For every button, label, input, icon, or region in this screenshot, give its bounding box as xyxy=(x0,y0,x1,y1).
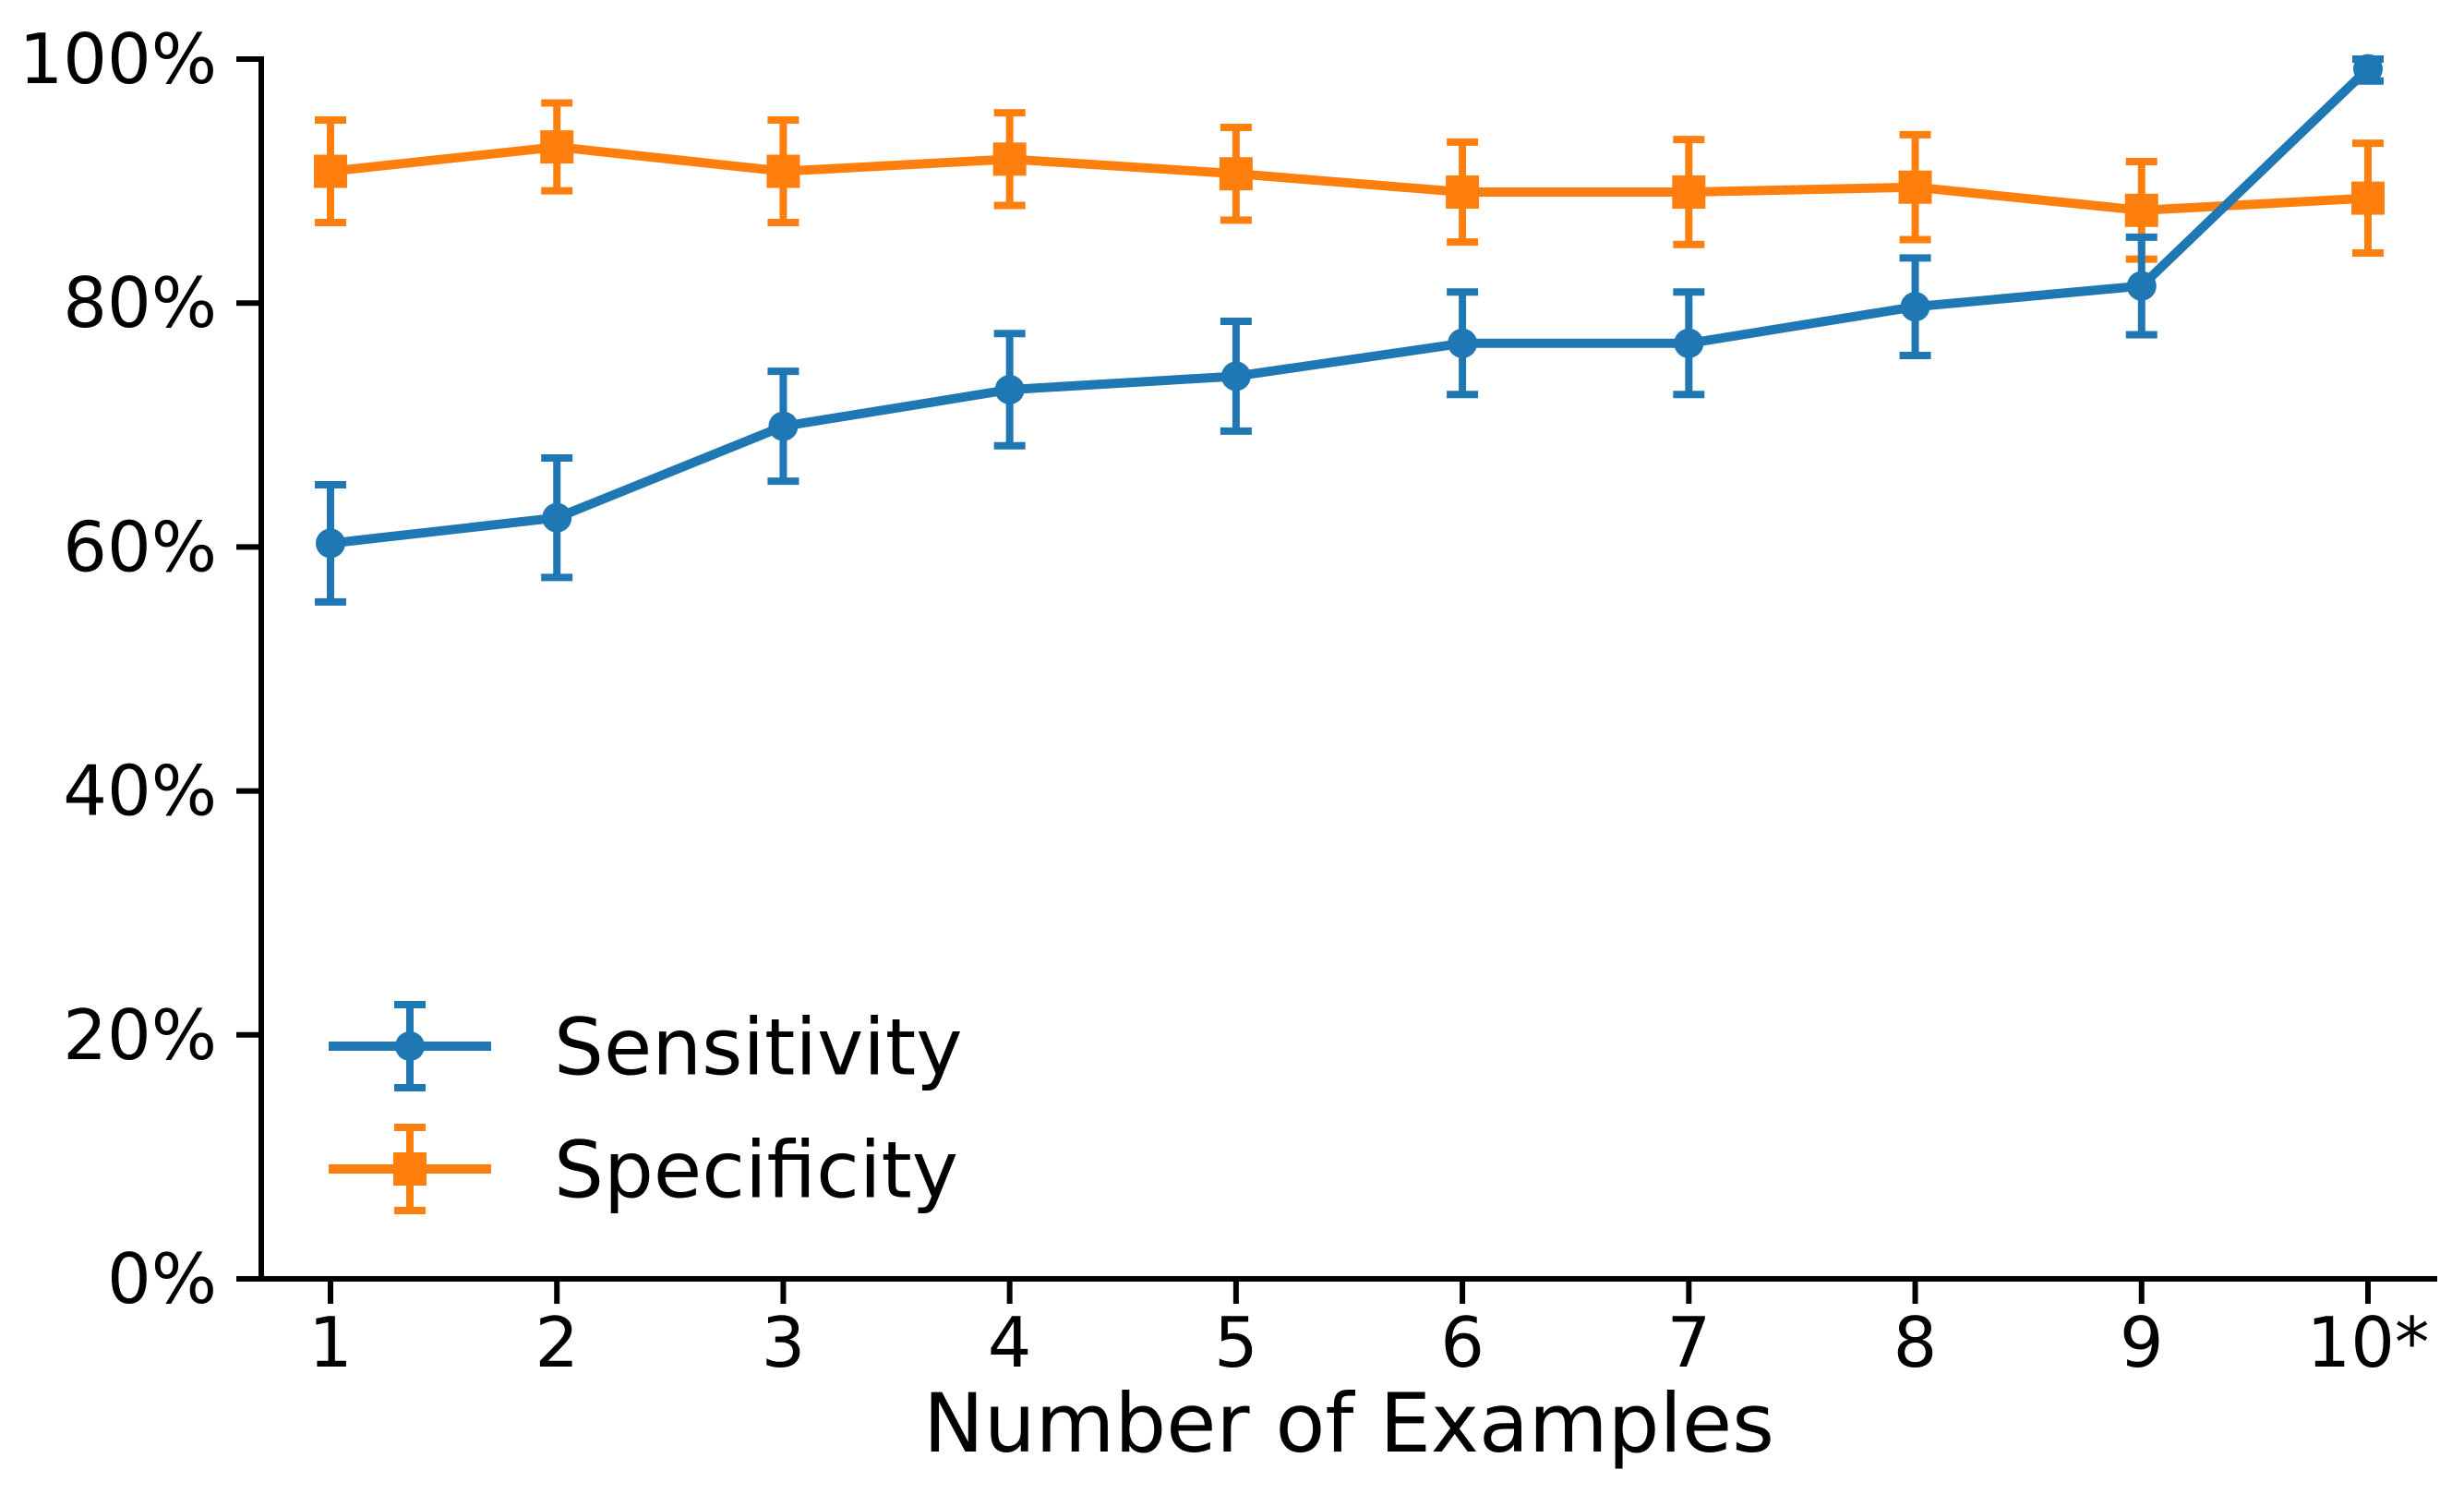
specificity-point xyxy=(540,130,574,164)
sensitivity-point xyxy=(994,374,1025,404)
series-sensitivity xyxy=(315,54,2384,606)
specificity-point xyxy=(1898,170,1932,204)
axes xyxy=(258,56,2437,1282)
series-specificity xyxy=(314,99,2385,263)
x-tick-label: 10* xyxy=(2307,1302,2430,1383)
specificity-point xyxy=(2350,181,2385,215)
specificity-line xyxy=(330,142,2369,215)
plot-area: 0% 20% 40% 60% 80% 100% 1 2 3 4 5 6 7 8 9 10* xyxy=(19,18,2437,1383)
specificity-point xyxy=(1672,175,1706,209)
x-axis-title: Number of Examples xyxy=(923,1376,1774,1471)
x-tick-label: 6 xyxy=(1440,1302,1484,1383)
sensitivity-point xyxy=(316,528,345,559)
y-tick-label: 60% xyxy=(63,506,217,587)
legend-label-specificity: Specificity xyxy=(554,1126,958,1217)
sensitivity-point xyxy=(2352,54,2383,84)
y-tick-label: 0% xyxy=(107,1238,217,1319)
x-tick-label: 7 xyxy=(1666,1302,1711,1383)
sensitivity-legend-marker-icon xyxy=(329,1001,491,1091)
sensitivity-line xyxy=(330,65,2372,548)
sensitivity-point xyxy=(1220,361,1251,392)
legend: Sensitivity Specificity xyxy=(329,1001,963,1217)
y-axis: 0% 20% 40% 60% 80% 100% xyxy=(19,18,261,1319)
sensitivity-point xyxy=(1448,328,1478,358)
specificity-markers xyxy=(314,130,2385,227)
specificity-point xyxy=(992,142,1027,176)
x-tick-label: 5 xyxy=(1214,1302,1258,1383)
y-tick-label: 100% xyxy=(19,18,217,100)
legend-item-specificity: Specificity xyxy=(329,1124,958,1217)
legend-label-sensitivity: Sensitivity xyxy=(554,1003,963,1094)
y-tick-label: 20% xyxy=(63,994,217,1076)
x-tick-label: 8 xyxy=(1893,1302,1938,1383)
sensitivity-error-bars xyxy=(315,55,2384,606)
y-tick-label: 40% xyxy=(63,751,217,832)
sensitivity-point xyxy=(1900,292,1930,322)
specificity-point xyxy=(1446,175,1480,209)
sensitivity-markers xyxy=(316,54,2383,559)
specificity-point xyxy=(314,154,347,188)
sensitivity-point xyxy=(542,502,572,533)
x-axis: 1 2 3 4 5 6 7 8 9 10* xyxy=(308,1279,2429,1383)
x-tick-label: 1 xyxy=(308,1302,353,1383)
specificity-legend-marker-icon xyxy=(329,1124,491,1214)
specificity-point xyxy=(2124,193,2158,227)
x-tick-label: 4 xyxy=(988,1302,1032,1383)
legend-item-sensitivity: Sensitivity xyxy=(329,1001,963,1094)
specificity-point xyxy=(1219,157,1253,191)
sensitivity-point xyxy=(1674,328,1704,358)
x-tick-label: 3 xyxy=(762,1302,806,1383)
sensitivity-point xyxy=(768,411,799,441)
y-tick-label: 80% xyxy=(63,262,217,343)
specificity-point xyxy=(766,154,800,188)
x-tick-label: 9 xyxy=(2120,1302,2164,1383)
x-tick-label: 2 xyxy=(535,1302,579,1383)
sensitivity-point xyxy=(2126,271,2157,301)
